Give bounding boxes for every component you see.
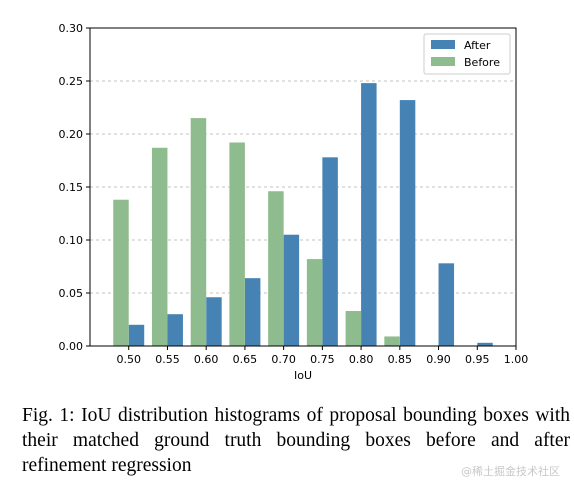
bar-after (477, 342, 493, 346)
y-tick-label: 0.30 (59, 22, 84, 35)
bar-before (190, 118, 207, 346)
x-tick-label: 0.85 (388, 353, 413, 366)
bar-before (151, 147, 168, 346)
bar-after (322, 157, 338, 346)
bar-after (399, 100, 416, 346)
bar-after (206, 297, 222, 346)
x-tick-label: 0.70 (271, 353, 296, 366)
x-axis: 0.50 0.55 0.60 0.65 0.70 0.75 0.80 0.85 0.90 0.95… (116, 346, 528, 366)
legend-label-after: After (464, 39, 491, 52)
x-tick-label: 0.60 (194, 353, 219, 366)
y-tick-label: 0.00 (59, 340, 84, 353)
legend-swatch-after (431, 40, 455, 49)
bar-after (167, 314, 183, 346)
x-tick-label: 0.55 (155, 353, 180, 366)
bar-after (361, 83, 377, 347)
bars (113, 83, 493, 347)
iou-histogram-chart: 0.00 0.05 0.10 0.15 0.20 0.25 0.30 0.50 0.55 0.6… (59, 22, 529, 382)
figure-caption: Fig. 1: IoU distribution histograms of p… (22, 405, 570, 476)
bar-before (384, 336, 400, 346)
y-tick-label: 0.15 (59, 181, 84, 194)
x-tick-label: 1.00 (504, 353, 529, 366)
bar-before (268, 191, 284, 346)
legend: After Before (423, 33, 511, 75)
x-tick-label: 0.75 (310, 353, 335, 366)
x-axis-label: IoU (294, 369, 312, 382)
legend-label-before: Before (464, 56, 500, 69)
bar-before (345, 311, 362, 346)
x-tick-label: 0.50 (116, 353, 141, 366)
y-tick-label: 0.25 (59, 75, 84, 88)
watermark: @稀土掘金技术社区 (461, 465, 560, 478)
x-tick-label: 0.90 (426, 353, 451, 366)
bar-after (244, 278, 261, 346)
x-tick-label: 0.95 (465, 353, 490, 366)
bar-before (113, 199, 129, 346)
legend-swatch-before (431, 57, 455, 66)
y-tick-label: 0.10 (59, 234, 84, 247)
x-tick-label: 0.65 (233, 353, 258, 366)
bar-before (306, 259, 323, 346)
y-tick-label: 0.05 (59, 287, 84, 300)
bar-after (438, 263, 455, 346)
bar-after (283, 234, 300, 346)
bar-after (128, 324, 145, 346)
x-tick-label: 0.80 (349, 353, 374, 366)
y-tick-label: 0.20 (59, 128, 84, 141)
bar-before (229, 142, 245, 346)
y-axis: 0.00 0.05 0.10 0.15 0.20 0.25 0.30 (59, 22, 90, 353)
